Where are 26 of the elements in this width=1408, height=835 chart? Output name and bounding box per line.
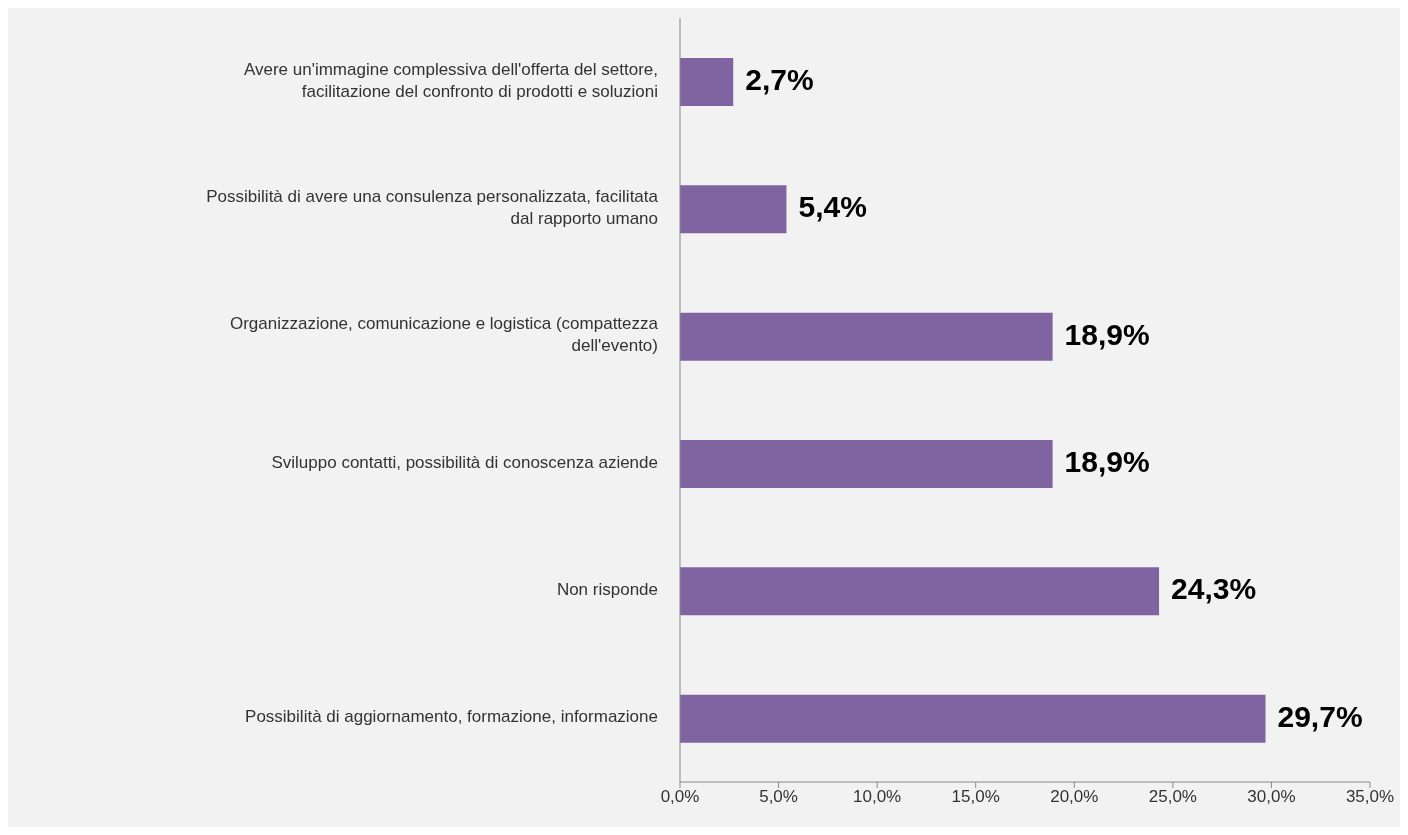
y-tick-label: Sviluppo contatti, possibilità di conoscenza aziende	[271, 453, 658, 473]
x-tick-label: 15,0%	[951, 787, 1000, 807]
data-label: 18,9%	[1064, 317, 1150, 351]
bar	[680, 185, 787, 234]
y-tick-label: Possibilità di aggiornamento, formazione, informazione	[245, 707, 658, 727]
bar	[680, 312, 1053, 361]
x-tick-label: 35,0%	[1345, 787, 1395, 807]
bar	[680, 567, 1160, 616]
bar	[680, 694, 1266, 743]
bar	[680, 58, 734, 106]
x-tick-label: 20,0%	[1050, 787, 1099, 807]
data-label: 18,9%	[1064, 444, 1150, 478]
x-tick-label: 25,0%	[1148, 787, 1197, 807]
y-tick-label: Organizzazione, comunicazione e logistica (compattezza dell'evento)	[229, 314, 659, 356]
x-tick-label: 30,0%	[1247, 787, 1296, 807]
y-tick-label: Possibilità di avere una consulenza personalizzata, facilitata dal rapporto umano	[206, 187, 659, 229]
x-tick-label: 5,0%	[759, 787, 798, 807]
data-label: 29,7%	[1277, 699, 1363, 733]
bar	[680, 440, 1053, 488]
data-label: 2,7%	[745, 62, 814, 96]
x-tick-label: 10,0%	[853, 787, 902, 807]
x-tick-label: 0,0%	[660, 787, 700, 807]
y-tick-label: Non risponde	[556, 580, 658, 600]
y-tick-label: Avere un'immagine complessiva dell'offerta del settore, facilitazione del confronto di prodotti e soluzioni	[243, 60, 658, 102]
data-label: 5,4%	[798, 190, 867, 224]
data-label: 24,3%	[1171, 572, 1257, 606]
